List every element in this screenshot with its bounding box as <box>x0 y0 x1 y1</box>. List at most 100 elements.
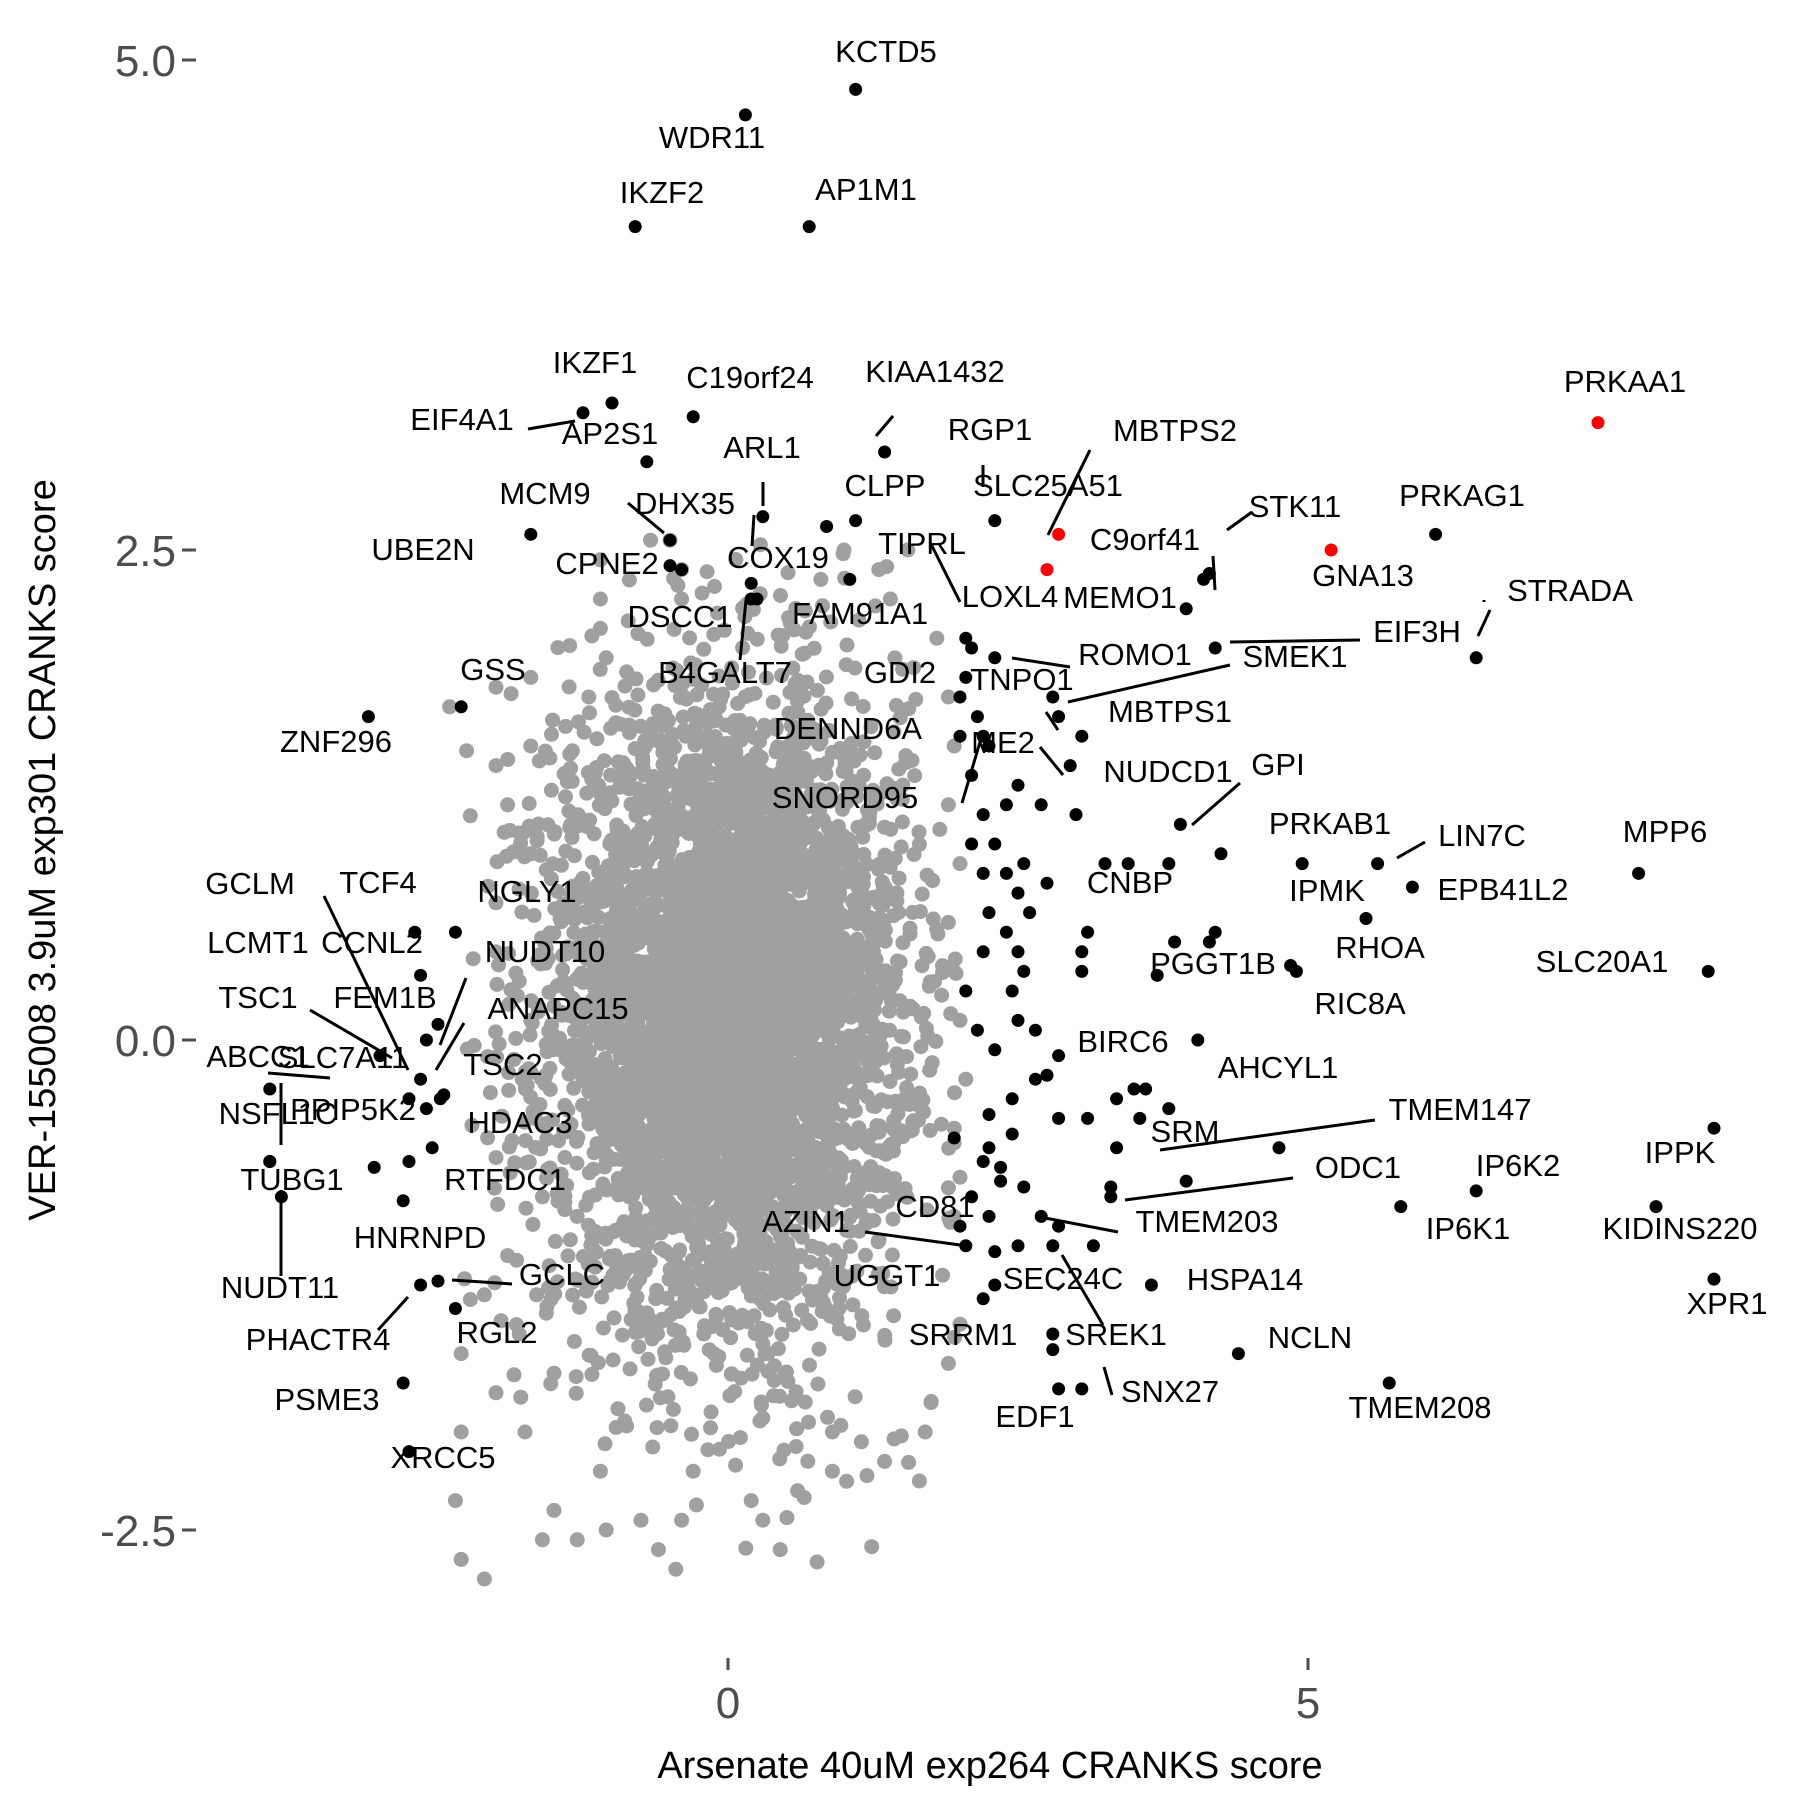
background-point <box>569 1155 585 1171</box>
background-point <box>646 677 661 693</box>
background-point <box>645 1138 661 1154</box>
background-point <box>858 1247 873 1263</box>
background-point <box>841 953 857 969</box>
background-point <box>598 1152 614 1168</box>
background-point <box>711 668 727 684</box>
background-point <box>845 1136 861 1151</box>
background-point <box>531 753 547 769</box>
background-point <box>597 949 613 965</box>
background-point <box>541 1280 556 1296</box>
background-point <box>688 1143 704 1158</box>
background-point <box>651 773 667 789</box>
background-point <box>640 914 655 930</box>
background-point <box>843 736 859 751</box>
background-point <box>884 994 899 1010</box>
background-point <box>614 1327 630 1343</box>
background-point <box>739 1272 755 1288</box>
background-point <box>821 1265 837 1281</box>
background-point <box>757 1166 773 1182</box>
background-point <box>841 1326 857 1342</box>
background-point <box>688 1497 704 1513</box>
background-point <box>462 808 478 824</box>
background-point <box>653 1225 669 1241</box>
background-point <box>774 668 790 683</box>
background-point <box>566 1334 582 1349</box>
background-point <box>762 854 778 870</box>
background-point <box>861 815 877 831</box>
background-point <box>591 1138 607 1154</box>
background-point <box>785 1317 801 1333</box>
background-point <box>752 982 768 998</box>
background-point <box>762 1183 778 1199</box>
background-point <box>775 628 791 644</box>
background-point <box>756 1152 771 1168</box>
background-point <box>543 871 559 887</box>
background-point <box>639 1397 654 1413</box>
background-point <box>768 1044 784 1060</box>
background-point <box>761 1077 776 1093</box>
background-point <box>781 1080 797 1096</box>
background-point <box>885 780 901 796</box>
background-point <box>585 927 601 943</box>
background-point <box>592 552 608 568</box>
background-point <box>710 842 726 858</box>
background-point <box>675 1334 691 1350</box>
background-point <box>489 976 505 992</box>
background-point <box>705 980 721 996</box>
background-point <box>813 728 829 744</box>
background-point <box>619 664 635 680</box>
background-point <box>532 1097 548 1113</box>
background-point <box>899 1049 915 1065</box>
background-point <box>630 1304 646 1320</box>
background-point <box>587 1259 603 1275</box>
background-point <box>553 1166 569 1182</box>
background-point <box>734 815 750 831</box>
background-point <box>832 1290 847 1306</box>
background-point <box>644 900 660 916</box>
background-point <box>794 727 810 743</box>
background-point <box>891 905 907 920</box>
background-point <box>852 747 868 763</box>
background-point <box>585 781 601 797</box>
background-point <box>799 772 814 788</box>
background-point <box>578 1034 593 1049</box>
background-point <box>542 1082 558 1097</box>
background-point <box>794 927 810 943</box>
background-point <box>597 1436 613 1452</box>
background-point <box>711 1266 726 1282</box>
background-point <box>464 1117 480 1133</box>
background-point <box>683 1164 699 1180</box>
background-point <box>738 952 754 968</box>
background-point <box>476 1287 492 1303</box>
background-point <box>689 797 705 813</box>
background-point <box>652 1390 668 1406</box>
background-point <box>549 883 565 899</box>
background-point <box>666 1162 682 1178</box>
background-point <box>608 1012 624 1028</box>
background-point <box>788 836 803 852</box>
background-points <box>442 532 974 1587</box>
background-point <box>947 951 963 967</box>
background-point <box>540 817 556 833</box>
background-point <box>697 823 713 838</box>
background-point <box>587 1187 603 1203</box>
background-point <box>811 1341 827 1357</box>
background-point <box>811 881 827 897</box>
background-point <box>682 630 698 646</box>
background-point <box>518 1200 534 1216</box>
background-point <box>655 865 671 881</box>
background-point <box>855 1317 871 1333</box>
background-point <box>805 1076 821 1092</box>
background-point <box>781 610 797 626</box>
background-point <box>666 621 682 637</box>
background-point <box>734 786 750 802</box>
background-point <box>930 926 946 942</box>
background-point <box>784 988 800 1004</box>
background-point <box>555 896 571 912</box>
background-point <box>781 1094 797 1110</box>
background-point <box>634 929 650 945</box>
background-point <box>610 1126 626 1142</box>
background-point <box>719 981 735 997</box>
background-point <box>770 739 786 755</box>
background-point <box>595 1176 611 1192</box>
